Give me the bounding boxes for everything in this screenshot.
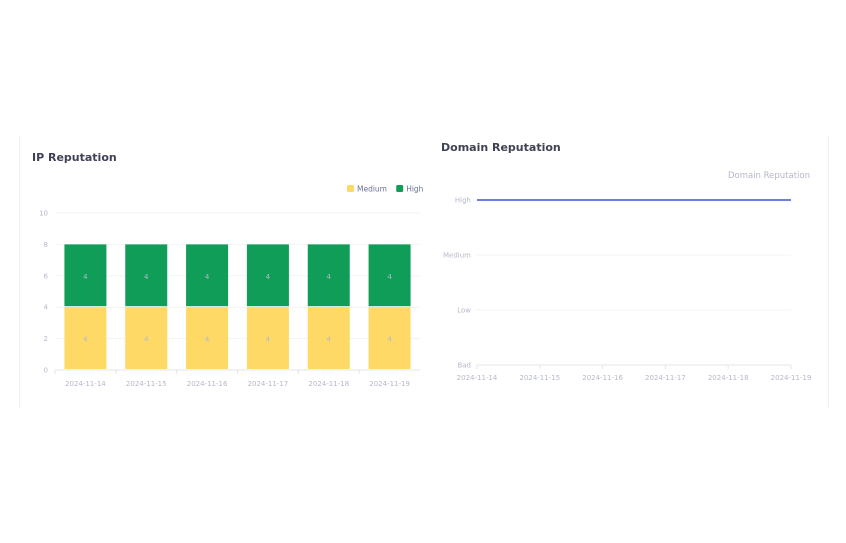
legend-label: Medium (357, 185, 387, 194)
legend-swatch-high (396, 185, 404, 192)
bar-medium (368, 307, 411, 369)
bar-data-label: 4 (83, 336, 88, 344)
y-tick-label: Low (457, 307, 471, 315)
bar-high (246, 244, 289, 307)
y-tick-label: 2 (44, 335, 48, 343)
x-tick-label: 2024-11-14 (457, 374, 498, 382)
bar-data-label: 4 (144, 273, 149, 281)
x-tick-label: 2024-11-16 (582, 374, 623, 382)
bar-medium (125, 307, 168, 369)
bar-data-label: 4 (144, 336, 149, 344)
bar-data-label: 4 (205, 273, 210, 281)
x-tick-label: 2024-11-15 (519, 374, 560, 382)
legend-label: Domain Reputation (728, 171, 810, 181)
bar-data-label: 4 (83, 273, 88, 281)
bar-data-label: 4 (327, 273, 332, 281)
x-tick-label: 2024-11-17 (248, 380, 289, 388)
bar-medium (64, 307, 107, 369)
ip-reputation-title: IP Reputation (32, 151, 117, 164)
bar-data-label: 4 (387, 336, 392, 344)
bar-high (186, 244, 229, 307)
y-tick-label: Bad (457, 362, 471, 370)
y-tick-label: High (455, 197, 471, 205)
bar-high (64, 244, 107, 307)
bar-high (125, 244, 168, 307)
y-tick-label: 0 (44, 367, 48, 375)
x-tick-label: 2024-11-18 (308, 380, 349, 388)
x-tick-label: 2024-11-19 (369, 380, 410, 388)
x-tick-label: 2024-11-18 (708, 374, 749, 382)
y-tick-label: Medium (443, 252, 471, 260)
bar-data-label: 4 (266, 273, 271, 281)
legend-label: High (406, 185, 423, 194)
x-tick-label: 2024-11-19 (771, 374, 812, 382)
bar-data-label: 4 (266, 336, 271, 344)
legend-swatch-medium (347, 185, 354, 192)
y-tick-label: 8 (44, 241, 48, 249)
bar-data-label: 4 (387, 273, 392, 281)
bar-high (368, 244, 411, 307)
y-tick-label: 6 (44, 272, 49, 280)
domain-reputation-title: Domain Reputation (441, 141, 561, 154)
x-tick-label: 2024-11-15 (126, 380, 167, 388)
bar-medium (246, 307, 289, 369)
bar-medium (186, 307, 229, 369)
bar-medium (307, 307, 350, 369)
x-tick-label: 2024-11-17 (645, 374, 686, 382)
x-tick-label: 2024-11-14 (65, 380, 106, 388)
y-tick-label: 10 (39, 210, 48, 218)
bar-data-label: 4 (327, 336, 332, 344)
bar-high (307, 244, 350, 307)
domain-reputation-card (430, 136, 829, 408)
y-tick-label: 4 (44, 304, 49, 312)
bar-data-label: 4 (205, 336, 210, 344)
x-tick-label: 2024-11-16 (187, 380, 228, 388)
